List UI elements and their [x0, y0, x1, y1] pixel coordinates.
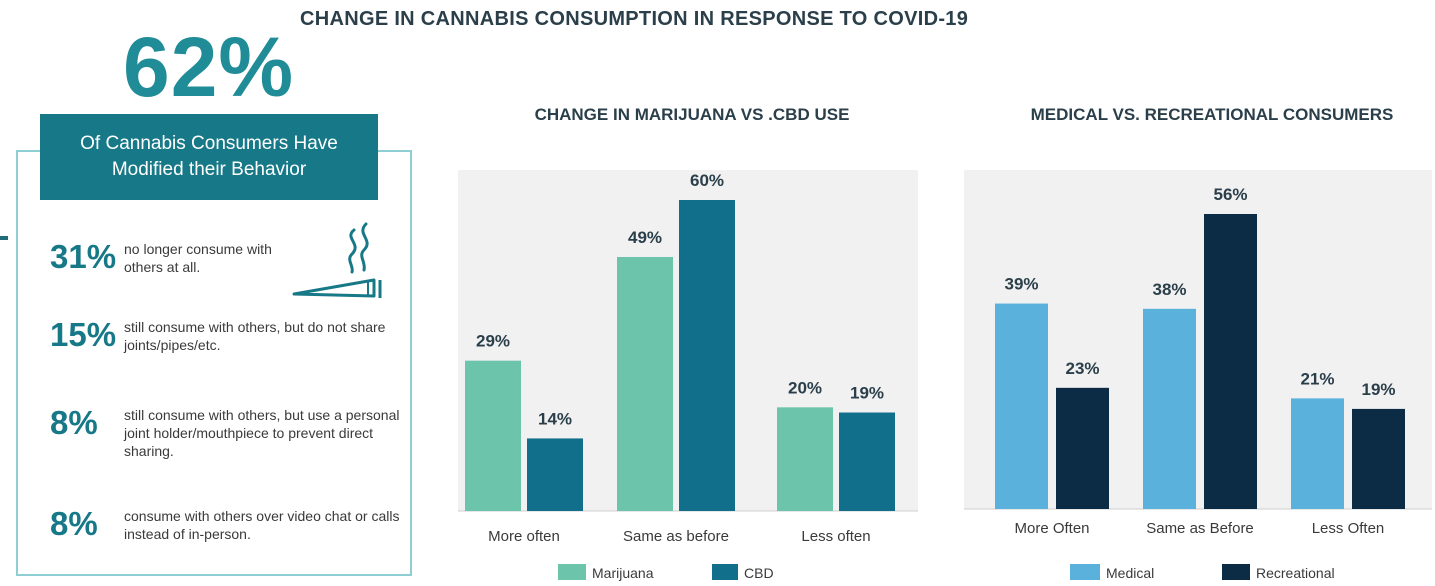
main-title: CHANGE IN CANNABIS CONSUMPTION IN RESPON… [300, 8, 969, 30]
data-label: 56% [1213, 185, 1247, 204]
category-label: More Often [1014, 520, 1089, 537]
category-label: Less Often [1312, 520, 1385, 537]
bar-marijuana [617, 257, 673, 511]
data-label: 23% [1065, 359, 1099, 378]
category-label: Less often [801, 528, 870, 545]
stat-row: 31% no longer consume with others at all… [50, 238, 304, 276]
bar-medical [995, 303, 1048, 509]
stat-percent: 15% [50, 316, 117, 353]
bar-cbd [679, 200, 735, 511]
bar-recreational [1352, 408, 1405, 509]
data-label: 29% [476, 332, 510, 351]
stat-row: 8% still consume with others, but use a … [50, 404, 404, 460]
data-label: 39% [1004, 275, 1038, 294]
joint-smoke-icon [292, 222, 382, 298]
data-label: 49% [628, 228, 662, 247]
stat-percent: 31% [50, 238, 117, 275]
chart-title: MEDICAL VS. RECREATIONAL CONSUMERS [1031, 105, 1394, 124]
bar-marijuana [465, 360, 521, 511]
data-label: 14% [538, 409, 572, 428]
legend-swatch [712, 564, 738, 580]
stat-percent: 8% [50, 505, 98, 542]
bar-cbd [839, 412, 895, 511]
headline-text: Of Cannabis Consumers Have Modified thei… [80, 133, 338, 180]
data-label: 19% [850, 384, 884, 403]
legend-label: Marijuana [592, 565, 654, 581]
bar-medical [1291, 398, 1344, 509]
legend-swatch [1222, 564, 1250, 580]
stat-row: 15% still consume with others, but do no… [50, 316, 394, 354]
legend-swatch [558, 564, 586, 580]
legend-swatch [1070, 564, 1100, 580]
data-label: 60% [690, 171, 724, 190]
stat-description: still consume with others, but use a per… [124, 407, 400, 459]
stat-description: no longer consume with others at all. [124, 241, 272, 275]
headline-banner: Of Cannabis Consumers Have Modified thei… [40, 114, 378, 200]
category-label: Same as before [623, 528, 729, 545]
legend-label: CBD [744, 565, 774, 581]
bar-cbd [527, 438, 583, 511]
headline-stat: 62% [123, 20, 295, 114]
category-label: Same as Before [1146, 520, 1254, 537]
data-label: 19% [1361, 380, 1395, 399]
data-label: 21% [1300, 369, 1334, 388]
data-label: 20% [788, 378, 822, 397]
stat-description: consume with others over video chat or c… [124, 508, 400, 542]
panel-accent-mark [0, 236, 8, 240]
data-label: 38% [1152, 280, 1186, 299]
stat-row: 8% consume with others over video chat o… [50, 505, 404, 543]
bar-medical [1143, 308, 1196, 509]
bar-marijuana [777, 407, 833, 511]
legend-label: Medical [1106, 565, 1154, 581]
stat-description: still consume with others, but do not sh… [124, 319, 386, 353]
bar-recreational [1204, 214, 1257, 509]
legend-label: Recreational [1256, 565, 1335, 581]
stat-percent: 8% [50, 404, 98, 441]
chart-title: CHANGE IN MARIJUANA VS .CBD USE [535, 105, 850, 124]
category-label: More often [488, 528, 560, 545]
bar-recreational [1056, 387, 1109, 509]
